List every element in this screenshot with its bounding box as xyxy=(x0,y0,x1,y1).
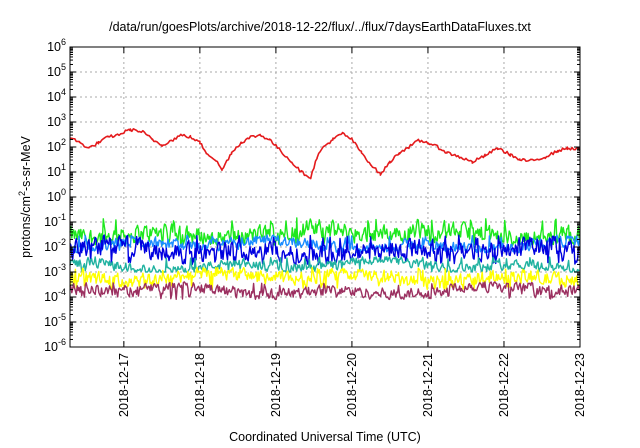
x-tick-label: 2018-12-22 xyxy=(497,353,511,417)
x-tick-label: 2018-12-18 xyxy=(193,353,207,417)
flux-series-line xyxy=(69,234,581,266)
flux-series-line xyxy=(69,256,580,273)
y-tick-label: 10-4 xyxy=(44,287,66,304)
x-tick-label: 2018-12-21 xyxy=(421,353,435,417)
y-axis-label-prefix: protons/cm xyxy=(19,196,34,258)
tick-marks xyxy=(70,46,581,348)
proton-flux-line xyxy=(69,128,581,180)
y-tick-label: 10-5 xyxy=(44,312,66,329)
chart-title: /data/run/goesPlots/archive/2018-12-22/f… xyxy=(109,20,531,34)
y-axis-label-suffix: -s-sr-MeV xyxy=(19,136,34,191)
x-tick-label: 2018-12-17 xyxy=(117,353,131,417)
y-tick-label: 103 xyxy=(47,112,66,129)
y-tick-label: 106 xyxy=(47,37,66,54)
series-layer xyxy=(69,128,581,301)
grid-lines xyxy=(70,47,580,347)
y-axis-label: protons/cm2-s-sr-MeV xyxy=(17,136,33,258)
x-axis-label: Coordinated Universal Time (UTC) xyxy=(229,430,421,444)
x-tick-label: 2018-12-20 xyxy=(345,353,359,417)
x-tick-label: 2018-12-19 xyxy=(269,353,283,417)
x-tick-label: 2018-12-23 xyxy=(573,353,587,417)
flux-series-line xyxy=(69,217,581,246)
y-tick-label: 105 xyxy=(47,62,66,79)
y-tick-label: 102 xyxy=(47,137,66,154)
flux-series-line xyxy=(69,281,581,301)
y-tick-label: 10-2 xyxy=(44,237,66,254)
y-tick-label: 10-6 xyxy=(44,337,66,354)
y-tick-label: 100 xyxy=(47,187,66,204)
y-tick-label: 10-3 xyxy=(44,262,66,279)
y-tick-label: 104 xyxy=(47,87,66,104)
y-axis-label-exponent: 2 xyxy=(16,191,27,197)
y-tick-label: 10-1 xyxy=(44,212,66,229)
y-tick-label: 101 xyxy=(47,162,66,179)
flux-series-line xyxy=(69,266,581,291)
tick-labels: 10-6 10-5 10-4 10-3 10-2 10-1 100 101 102 103 104 1… xyxy=(44,37,587,417)
